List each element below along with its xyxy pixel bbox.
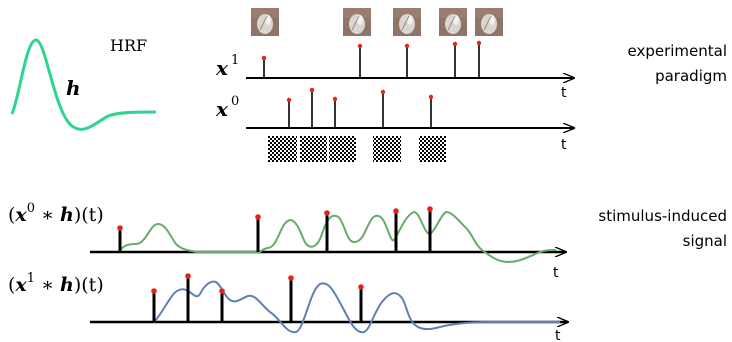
conv0-stim-marker [324,210,330,216]
conv1-signal-curve [153,280,560,334]
signal-label-line2: signal [683,232,727,250]
x0-axis-t-label: t [561,137,567,153]
conv1-formula: (x1 ∗ h)(t) [8,271,104,296]
x0-stim-marker [309,87,315,93]
checkerboard-icon [329,136,356,162]
x1-icons [251,8,503,36]
x0-symbol: x [215,97,229,121]
conv0-stims [117,206,433,252]
hrf-label: HRF [110,36,147,55]
hrf-curve [10,38,157,131]
hand-photo-icon [251,8,279,36]
conv1-stim-marker [288,275,294,281]
hand-photo-icon [343,8,371,36]
conv0-stim-marker [427,206,433,212]
hand-photo-icon [475,8,503,36]
conv1-axis-t-label: t [555,328,561,342]
conv1-stim-marker [358,284,364,290]
x1-symbol: x [215,56,229,80]
conv1-stim-marker [185,273,191,279]
x1-stim-marker [404,43,410,49]
conv1-stim-marker [219,288,225,294]
x1-row: x 1 t [215,8,574,101]
checkerboard-icon [373,136,401,162]
x0-stim-marker [332,96,338,102]
x0-stim-marker [428,94,434,100]
conv1-stim-marker [151,288,157,294]
x1-stims [261,40,482,78]
conv0-stim-marker [255,214,261,220]
conv0-stim-marker [117,225,123,231]
x1-stim-marker [452,41,458,47]
paradigm-label-line1: experimental [627,42,727,60]
x0-stim-marker [286,97,292,103]
checkerboard-icon [268,136,297,162]
conv1-row: (x1 ∗ h)(t) t [8,271,568,342]
x0-stims [286,87,434,128]
checkerboard-icon [419,136,446,162]
conv1-stims [151,273,364,322]
signal-label-line1: stimulus-induced [598,207,727,225]
hand-photo-icon [439,8,467,36]
x1-superscript: 1 [231,53,239,68]
conv0-row: (x0 ∗ h)(t) t [8,201,566,281]
x0-stim-marker [380,89,386,95]
x1-stim-marker [261,55,267,61]
conv0-axis-t-label: t [553,265,559,281]
conv0-signal-curve [119,210,557,264]
paradigm-label-line2: paradigm [655,67,727,85]
x0-icons [268,136,446,162]
x0-row: x 0 t [215,87,574,162]
conv0-formula: (x0 ∗ h)(t) [8,201,104,226]
x1-axis-t-label: t [561,85,567,101]
x0-superscript: 0 [231,94,239,109]
hand-photo-icon [393,8,421,36]
conv0-stim-marker [393,208,399,214]
hrf-symbol: h [66,76,81,100]
checkerboard-icon [300,136,327,162]
x1-stim-marker [357,43,363,49]
x1-stim-marker [476,40,482,46]
